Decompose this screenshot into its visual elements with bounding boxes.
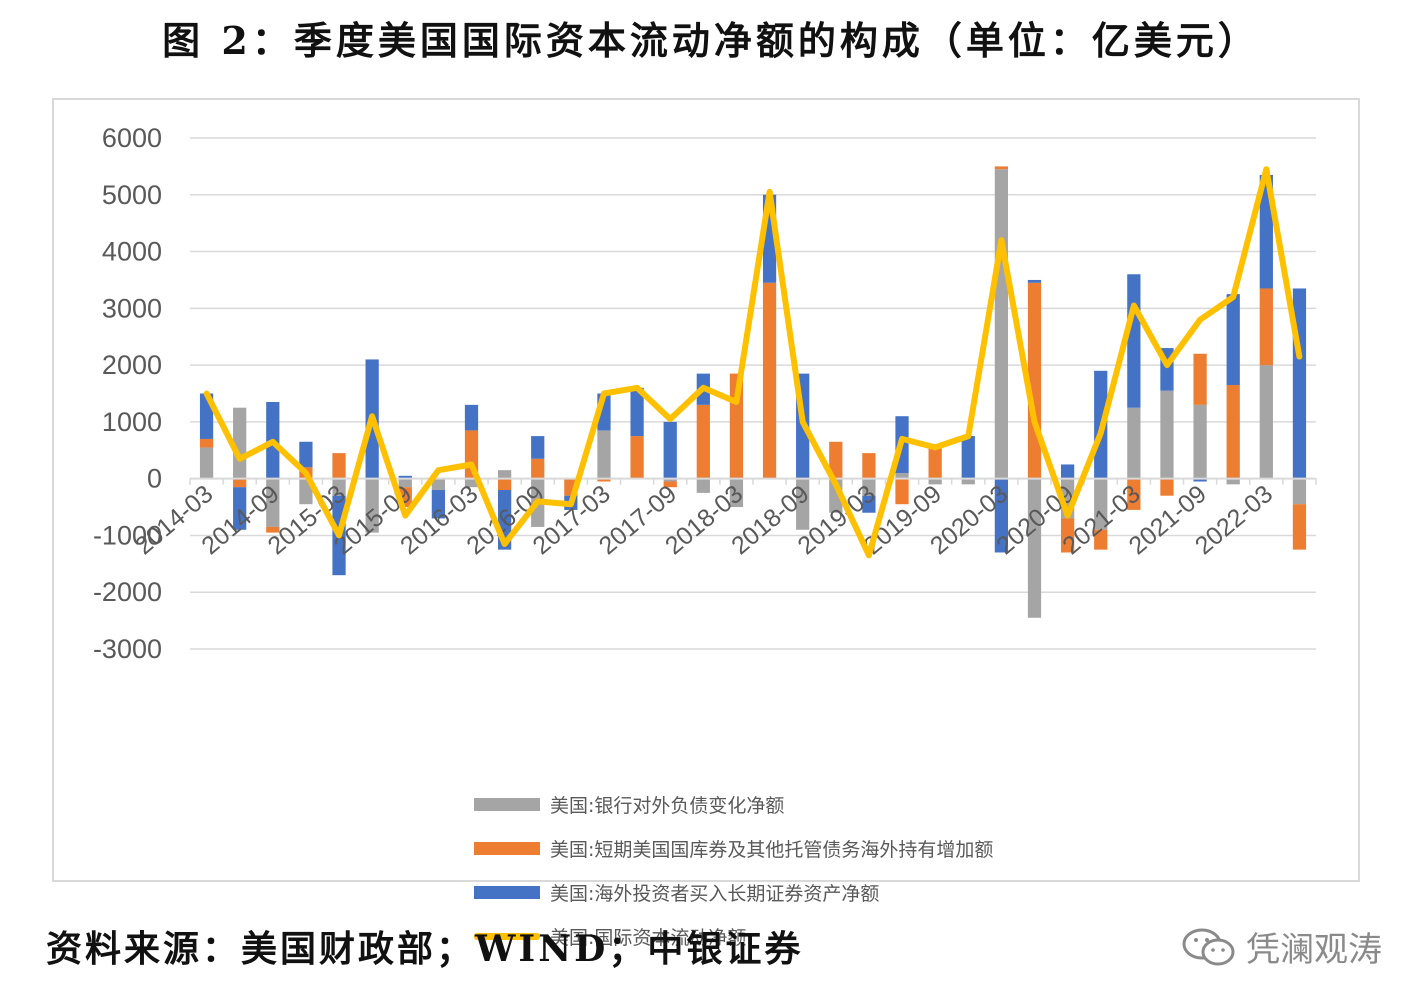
- bar: [1259, 365, 1273, 479]
- legend-label: 美国:短期美国国库券及其他托管债务海外持有增加额: [550, 838, 994, 861]
- bar: [299, 441, 313, 468]
- bar: [266, 478, 280, 527]
- bar: [630, 436, 644, 479]
- bar: [531, 458, 545, 479]
- bar: [597, 430, 611, 479]
- bar: [762, 282, 777, 479]
- bar: [663, 478, 677, 482]
- chart-frame: 6000 5000 4000 3000 2000 1000 0 -1000 -2000 -3000…: [52, 98, 1360, 949]
- wechat-icon: [1182, 928, 1235, 965]
- bar: [1226, 294, 1240, 385]
- bar: [994, 478, 1009, 553]
- bar: [332, 478, 346, 496]
- bar: [1127, 407, 1141, 479]
- y-tick-label: 4000: [102, 237, 162, 267]
- legend-swatch: [474, 797, 540, 811]
- legend-item: 美国:银行对外负债变化净额: [474, 790, 784, 818]
- bar: [233, 407, 247, 479]
- bar: [696, 404, 710, 479]
- bar: [531, 436, 545, 459]
- bar: [464, 478, 479, 488]
- legend-label: 美国:国际资本流动净额: [550, 926, 747, 949]
- legend-item: 美国:短期美国国库券及其他托管债务海外持有增加额: [474, 834, 993, 862]
- bar: [961, 478, 975, 485]
- source-note: 资料来源：美国财政部；WIND；中银证券: [46, 928, 804, 970]
- bar: [266, 526, 280, 533]
- bar: [365, 478, 379, 533]
- chart-svg: 6000 5000 4000 3000 2000 1000 0 -1000 -2000 -3000…: [93, 123, 1317, 664]
- bar: [1127, 274, 1141, 408]
- bar: [464, 404, 479, 431]
- y-tick-label: 1000: [102, 407, 162, 437]
- bar: [663, 481, 677, 488]
- bar: [961, 436, 975, 479]
- bar: [1259, 288, 1273, 366]
- watermark: 凭澜观涛: [1180, 922, 1382, 971]
- y-tick-label: -1000: [93, 520, 162, 550]
- bar: [1292, 504, 1307, 550]
- bar: [497, 478, 512, 491]
- bar: [663, 421, 677, 479]
- bar: [332, 453, 346, 479]
- watermark-text: 凭澜观涛: [1246, 930, 1382, 970]
- bar: [895, 472, 909, 479]
- legend-swatch: [474, 932, 540, 940]
- bar: [1094, 529, 1108, 550]
- bar: [1193, 478, 1207, 482]
- bar: [1193, 404, 1207, 479]
- bar: [1226, 478, 1240, 485]
- chart-title: 图 2：季度美国国际资本流动净额的构成（单位：亿美元）: [162, 18, 1260, 63]
- bar: [928, 447, 942, 479]
- series-line: [203, 166, 1303, 559]
- bar: [1160, 390, 1174, 479]
- bar: [1060, 464, 1075, 479]
- y-tick-label: 2000: [102, 350, 162, 380]
- legend-item: 美国:国际资本流动净额: [474, 922, 746, 950]
- bar: [862, 453, 876, 479]
- bar: [1094, 478, 1108, 530]
- bar: [696, 478, 710, 493]
- legend-item: 美国:海外投资者买入长期证券资产净额: [474, 878, 879, 906]
- bar: [1160, 478, 1174, 496]
- bar: [233, 487, 247, 530]
- bar: [597, 478, 611, 482]
- legend-swatch: [474, 885, 540, 899]
- bar: [199, 447, 214, 479]
- legend-swatch: [474, 841, 540, 855]
- bar: [895, 478, 909, 505]
- legend-label: 美国:银行对外负债变化净额: [550, 794, 785, 817]
- bar: [1060, 518, 1075, 553]
- bar: [1226, 384, 1240, 479]
- bar: [398, 475, 412, 479]
- y-tick-label: -3000: [93, 634, 162, 664]
- y-tick-label: 0: [147, 464, 162, 494]
- bar: [796, 478, 810, 530]
- y-tick-label: 6000: [102, 123, 162, 153]
- bar: [1027, 279, 1042, 283]
- y-tick-label: -2000: [93, 577, 162, 607]
- bar: [994, 169, 1009, 479]
- y-tick-label: 3000: [102, 293, 162, 323]
- bar: [928, 478, 942, 485]
- legend-label: 美国:海外投资者买入长期证券资产净额: [550, 882, 880, 905]
- bar: [431, 478, 446, 491]
- bar: [862, 495, 876, 513]
- bar: [862, 478, 876, 496]
- bar: [1027, 478, 1042, 618]
- bar: [729, 478, 744, 508]
- bar: [1292, 478, 1307, 505]
- y-tick-label: 5000: [102, 180, 162, 210]
- bar: [1193, 353, 1207, 405]
- bar: [630, 387, 644, 437]
- bar: [233, 478, 247, 488]
- bar: [497, 470, 512, 479]
- bar: [1127, 478, 1141, 510]
- bar: [199, 438, 214, 448]
- bar: [994, 166, 1009, 170]
- bar: [829, 441, 843, 479]
- bar: [398, 478, 412, 488]
- bar: [431, 490, 446, 519]
